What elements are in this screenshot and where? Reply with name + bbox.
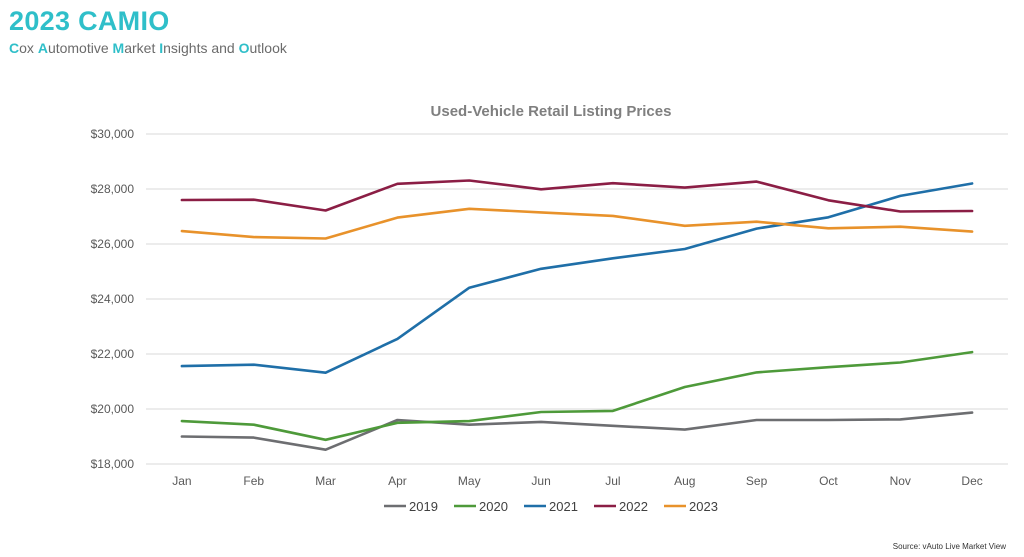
x-axis: Jan Feb Mar Apr May Jun Jul Aug Sep Oct Nov Dec	[172, 474, 983, 488]
subtitle-word: Insights and	[159, 40, 238, 56]
x-tick-label: May	[458, 474, 481, 488]
series-line-2021	[180, 182, 974, 375]
subtitle-rest: utlook	[249, 40, 287, 56]
x-tick-label: Jul	[605, 474, 620, 488]
y-axis: $18,000 $20,000 $22,000 $24,000 $26,000 $28,0…	[91, 127, 135, 471]
subtitle-initial: M	[112, 40, 125, 56]
x-tick-label: Oct	[819, 474, 838, 488]
x-tick-label: Dec	[961, 474, 982, 488]
series-line-2020	[180, 350, 974, 442]
subtitle-initial: C	[9, 40, 20, 56]
subtitle-initial: O	[238, 40, 250, 56]
subtitle-word: Cox	[9, 40, 38, 56]
subtitle-initial: I	[159, 40, 164, 56]
brand-subtitle: Cox Automotive Market Insights and Outlo…	[9, 40, 287, 56]
y-tick-label: $24,000	[91, 292, 135, 306]
y-tick-label: $30,000	[91, 127, 135, 141]
header: 2023 CAMIO Cox Automotive Market Insight…	[9, 5, 287, 56]
legend-label-2020: 2020	[479, 499, 508, 514]
subtitle-rest: ox	[19, 40, 38, 56]
x-tick-label: Apr	[388, 474, 407, 488]
series-lines	[180, 179, 974, 452]
gridlines	[146, 133, 1008, 465]
legend-label-2022: 2022	[619, 499, 648, 514]
x-tick-label: Jun	[531, 474, 550, 488]
x-tick-label: Sep	[746, 474, 768, 488]
brand-title: 2023 CAMIO	[9, 6, 170, 36]
y-tick-label: $28,000	[91, 182, 135, 196]
x-tick-label: Aug	[674, 474, 695, 488]
subtitle-rest: utomotive	[47, 40, 113, 56]
y-tick-label: $26,000	[91, 237, 135, 251]
x-tick-label: Nov	[890, 474, 911, 488]
x-tick-label: Mar	[315, 474, 336, 488]
subtitle-initial: A	[37, 40, 48, 56]
series-line-2022	[180, 179, 974, 213]
subtitle-word: Automotive	[38, 40, 113, 56]
subtitle-rest: nsights and	[163, 40, 239, 56]
y-tick-label: $18,000	[91, 457, 135, 471]
y-tick-label: $20,000	[91, 402, 135, 416]
legend-label-2021: 2021	[549, 499, 578, 514]
chart-title: Used-Vehicle Retail Listing Prices	[431, 103, 672, 120]
subtitle-rest: arket	[124, 40, 160, 56]
legend-label-2019: 2019	[409, 499, 438, 514]
y-tick-label: $22,000	[91, 347, 135, 361]
legend: 2019 2020 2021 2022 2023	[384, 499, 718, 514]
subtitle-word: Outlook	[239, 40, 287, 56]
series-line-2019	[180, 411, 974, 452]
x-tick-label: Jan	[172, 474, 191, 488]
subtitle-word: Market	[113, 40, 160, 56]
legend-label-2023: 2023	[689, 499, 718, 514]
series-line-2023	[180, 207, 974, 240]
x-tick-label: Feb	[243, 474, 264, 488]
source-note: Source: vAuto Live Market View	[892, 542, 1006, 551]
